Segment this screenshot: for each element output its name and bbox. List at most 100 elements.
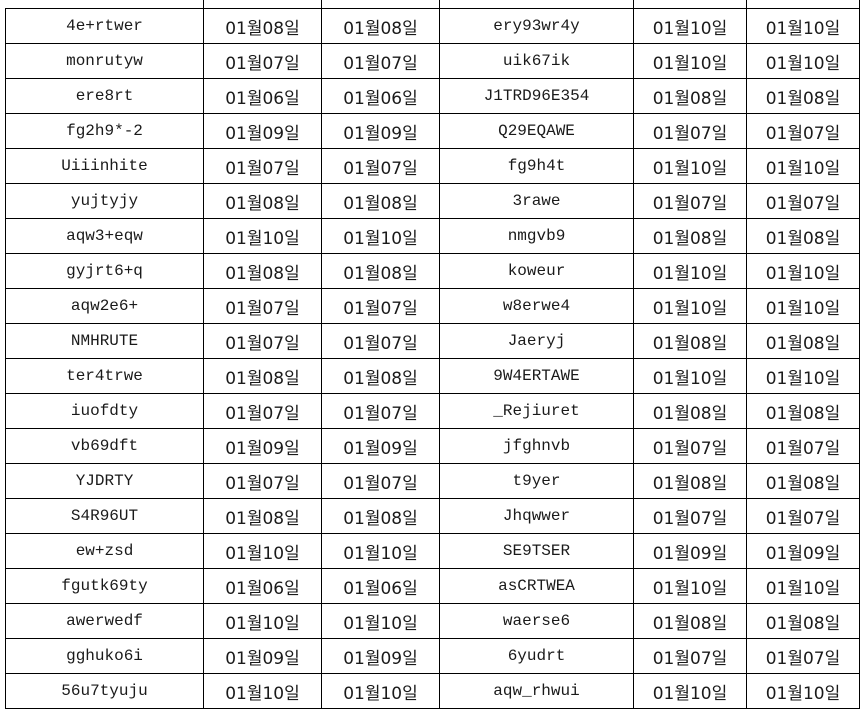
cell-code[interactable]: aqw_rhwui xyxy=(439,673,634,709)
cell-date[interactable]: 01월08일 xyxy=(746,393,860,429)
cell-code[interactable]: 56u7tyuju xyxy=(5,673,204,709)
cell-date[interactable]: 01월08일 xyxy=(321,498,440,534)
cell-code[interactable]: uik67ik xyxy=(439,43,634,79)
cell-code[interactable]: _Rejiuret xyxy=(439,393,634,429)
cell-date[interactable]: 01월10일 xyxy=(633,8,747,44)
cell-code[interactable]: iuofdty xyxy=(5,393,204,429)
cell-date[interactable]: 01월10일 xyxy=(633,568,747,604)
cell-date[interactable]: 01월07일 xyxy=(633,113,747,149)
cell-date[interactable]: 01월08일 xyxy=(203,8,322,44)
cell-date[interactable]: 01월10일 xyxy=(321,533,440,569)
cell-date[interactable]: 01월07일 xyxy=(321,463,440,499)
cell-date[interactable]: 01월07일 xyxy=(746,113,860,149)
cell-date[interactable]: 01월08일 xyxy=(746,463,860,499)
cell-date[interactable]: 01월10일 xyxy=(203,533,322,569)
cell-code[interactable]: S4R96UT xyxy=(5,498,204,534)
cell-code[interactable]: ery93wr4y xyxy=(439,8,634,44)
cell-code[interactable]: 6yudrt xyxy=(439,638,634,674)
cell-date[interactable]: 01월07일 xyxy=(321,288,440,324)
cell-date[interactable]: 01월07일 xyxy=(321,323,440,359)
cell-code[interactable]: 3rawe xyxy=(439,183,634,219)
cell-date[interactable]: 01월10일 xyxy=(633,673,747,709)
cell-date[interactable]: 01월07일 xyxy=(746,638,860,674)
cell-date[interactable]: 01월09일 xyxy=(203,113,322,149)
cell-code[interactable]: gyjrt6+q xyxy=(5,253,204,289)
cell-code[interactable]: 4e+rtwer xyxy=(5,8,204,44)
cell-date[interactable]: 01월08일 xyxy=(633,218,747,254)
cell-date[interactable]: 01월10일 xyxy=(633,253,747,289)
cell-code[interactable]: 9W4ERTAWE xyxy=(439,358,634,394)
cell-date[interactable]: 01월07일 xyxy=(633,638,747,674)
cell-date[interactable]: 01월07일 xyxy=(203,393,322,429)
cell-date[interactable]: 01월08일 xyxy=(746,78,860,114)
cell-date[interactable]: 01월07일 xyxy=(633,498,747,534)
cell-date[interactable]: 01월09일 xyxy=(203,428,322,464)
cell-code[interactable]: koweur xyxy=(439,253,634,289)
cell-date[interactable]: 01월07일 xyxy=(203,148,322,184)
cell-date[interactable]: 01월10일 xyxy=(633,43,747,79)
cell-date[interactable]: 01월09일 xyxy=(203,638,322,674)
cell-date[interactable]: 01월08일 xyxy=(203,253,322,289)
cell-date[interactable]: 01월10일 xyxy=(746,148,860,184)
cell-code[interactable]: fgutk69ty xyxy=(5,568,204,604)
cell-date[interactable]: 01월10일 xyxy=(746,8,860,44)
cell-date[interactable]: 01월09일 xyxy=(633,533,747,569)
cell-code[interactable]: Jaeryj xyxy=(439,323,634,359)
cell-date[interactable]: 01월07일 xyxy=(746,183,860,219)
cell-date[interactable]: 01월10일 xyxy=(746,43,860,79)
cell-date[interactable]: 01월07일 xyxy=(321,148,440,184)
cell-date[interactable]: 01월08일 xyxy=(633,78,747,114)
cell-code[interactable]: awerwedf xyxy=(5,603,204,639)
cell-code[interactable]: fg2h9*-2 xyxy=(5,113,204,149)
cell-date[interactable]: 01월09일 xyxy=(321,113,440,149)
cell-date[interactable]: 01월06일 xyxy=(203,568,322,604)
cell-date[interactable]: 01월07일 xyxy=(203,43,322,79)
cell-date[interactable]: 01월08일 xyxy=(203,498,322,534)
cell-date[interactable]: 01월10일 xyxy=(633,288,747,324)
cell-date[interactable]: 01월10일 xyxy=(203,218,322,254)
cell-date[interactable]: 01월07일 xyxy=(633,428,747,464)
cell-code[interactable]: J1TRD96E354 xyxy=(439,78,634,114)
cell-code[interactable]: yujtyjy xyxy=(5,183,204,219)
cell-date[interactable]: 01월10일 xyxy=(203,603,322,639)
cell-date[interactable]: 01월06일 xyxy=(321,78,440,114)
cell-code[interactable]: aqw2e6+ xyxy=(5,288,204,324)
cell-date[interactable]: 01월07일 xyxy=(633,183,747,219)
cell-code[interactable]: waerse6 xyxy=(439,603,634,639)
cell-date[interactable]: 01월08일 xyxy=(746,603,860,639)
cell-date[interactable]: 01월08일 xyxy=(321,358,440,394)
cell-date[interactable]: 01월07일 xyxy=(321,393,440,429)
cell-date[interactable]: 01월10일 xyxy=(321,218,440,254)
cell-date[interactable]: 01월08일 xyxy=(203,358,322,394)
cell-date[interactable]: 01월08일 xyxy=(203,183,322,219)
cell-date[interactable]: 01월10일 xyxy=(746,673,860,709)
cell-code[interactable]: nmgvb9 xyxy=(439,218,634,254)
cell-date[interactable]: 01월10일 xyxy=(746,568,860,604)
cell-date[interactable]: 01월08일 xyxy=(746,218,860,254)
cell-code[interactable]: vb69dft xyxy=(5,428,204,464)
cell-date[interactable]: 01월07일 xyxy=(203,288,322,324)
cell-code[interactable]: fg9h4t xyxy=(439,148,634,184)
cell-code[interactable]: ew+zsd xyxy=(5,533,204,569)
cell-date[interactable]: 01월07일 xyxy=(203,323,322,359)
cell-date[interactable]: 01월10일 xyxy=(203,673,322,709)
cell-date[interactable]: 01월07일 xyxy=(746,428,860,464)
cell-code[interactable]: YJDRTY xyxy=(5,463,204,499)
cell-date[interactable]: 01월08일 xyxy=(633,603,747,639)
cell-code[interactable]: Jhqwwer xyxy=(439,498,634,534)
cell-date[interactable]: 01월08일 xyxy=(633,393,747,429)
cell-code[interactable]: Q29EQAWE xyxy=(439,113,634,149)
cell-date[interactable]: 01월10일 xyxy=(321,673,440,709)
cell-date[interactable]: 01월08일 xyxy=(633,463,747,499)
cell-date[interactable]: 01월08일 xyxy=(633,323,747,359)
cell-code[interactable]: w8erwe4 xyxy=(439,288,634,324)
cell-date[interactable]: 01월06일 xyxy=(203,78,322,114)
cell-date[interactable]: 01월10일 xyxy=(633,358,747,394)
cell-code[interactable]: ere8rt xyxy=(5,78,204,114)
cell-code[interactable]: Uiiinhite xyxy=(5,148,204,184)
cell-code[interactable]: NMHRUTE xyxy=(5,323,204,359)
cell-code[interactable]: monrutyw xyxy=(5,43,204,79)
cell-date[interactable]: 01월10일 xyxy=(746,358,860,394)
cell-code[interactable]: asCRTWEA xyxy=(439,568,634,604)
cell-date[interactable]: 01월10일 xyxy=(633,148,747,184)
